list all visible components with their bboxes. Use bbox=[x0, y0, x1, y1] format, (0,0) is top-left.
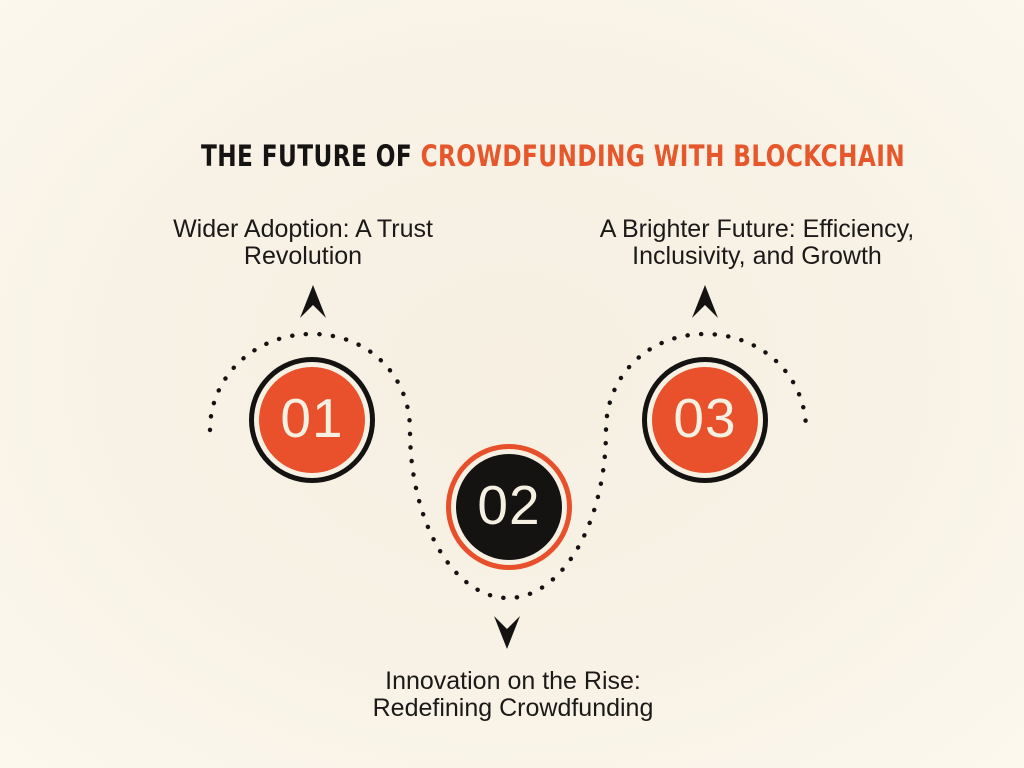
step1-circle-disc: 01 bbox=[259, 367, 365, 473]
step1-label-line1: Wider Adoption: A Trust bbox=[173, 215, 433, 243]
step1-number: 01 bbox=[280, 386, 344, 449]
step2-label-line1: Innovation on the Rise: bbox=[385, 667, 641, 695]
page-title: THE FUTURE OF CROWDFUNDING WITH BLOCKCHA… bbox=[24, 105, 1024, 208]
step1-label: Wider Adoption: A Trust Revolution bbox=[103, 216, 503, 270]
step2-label: Innovation on the Rise: Redefining Crowd… bbox=[313, 668, 713, 722]
arrow-down-step2-icon bbox=[494, 616, 520, 649]
arrow-up-step3-icon bbox=[692, 285, 718, 318]
title-prefix: THE FUTURE OF bbox=[201, 139, 421, 173]
arrow-up-step1-icon bbox=[300, 285, 326, 318]
step2-circle-disc: 02 bbox=[456, 454, 562, 560]
step2-number: 02 bbox=[477, 473, 541, 536]
step1-label-line2: Revolution bbox=[243, 242, 363, 270]
step3-circle: 03 bbox=[642, 357, 768, 483]
step3-circle-disc: 03 bbox=[652, 367, 758, 473]
step2-label-line2: Redefining Crowdfunding bbox=[372, 694, 654, 722]
step3-label-line2: Inclusivity, and Growth bbox=[632, 242, 882, 270]
page-title-text: THE FUTURE OF CROWDFUNDING WITH BLOCKCHA… bbox=[201, 139, 905, 173]
step1-circle: 01 bbox=[249, 357, 375, 483]
step3-label-line1: A Brighter Future: Efficiency, bbox=[599, 215, 915, 243]
title-highlight: CROWDFUNDING WITH BLOCKCHAIN bbox=[420, 139, 906, 173]
step3-label: A Brighter Future: Efficiency, Inclusivi… bbox=[557, 216, 957, 270]
step3-number: 03 bbox=[673, 386, 737, 449]
step2-circle: 02 bbox=[446, 444, 572, 570]
